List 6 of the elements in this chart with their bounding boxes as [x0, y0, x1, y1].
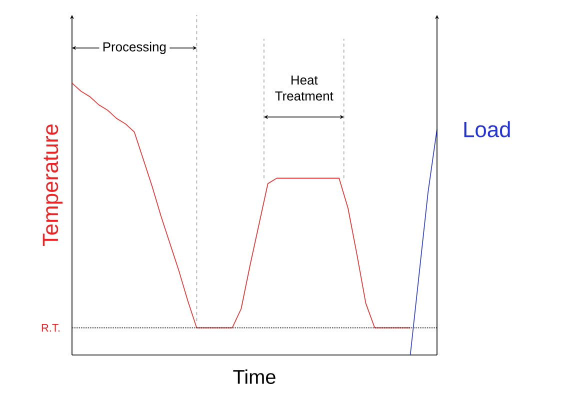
series-label: Load: [464, 121, 510, 138]
text: Processing: [103, 42, 166, 54]
ref-line-label: R.T.: [42, 324, 60, 332]
annotation: Heat Treatment: [275, 76, 334, 101]
x-axis-title: Time: [233, 369, 276, 384]
y-axis-title: Temperature: [42, 124, 62, 246]
